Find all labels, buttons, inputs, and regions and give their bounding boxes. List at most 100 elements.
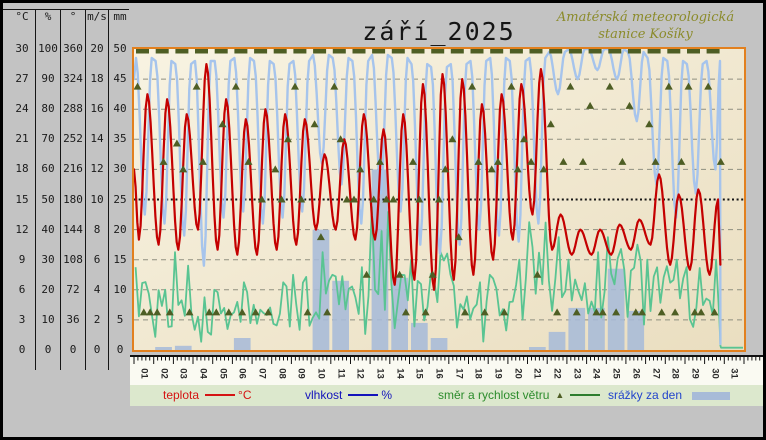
station-name-line1: Amatérská meteorologická [556, 10, 735, 25]
humidity-line [134, 49, 722, 346]
wind-direction-north-dash [155, 49, 169, 54]
wind-direction-triangle [376, 157, 384, 165]
x-day-label: 04 [197, 368, 209, 379]
wind-direction-triangle [598, 308, 607, 316]
axis-value-cell: 24 [15, 102, 29, 115]
legend-wind-label: směr a rychlost větru [438, 388, 550, 402]
axis-table-divider [108, 9, 109, 370]
axis-value-cell: 50 [41, 193, 55, 206]
x-day-label: 24 [590, 368, 602, 379]
wind-direction-north-dash [627, 49, 641, 54]
wind-direction-triangle [572, 308, 581, 316]
axis-value-cell: 8 [93, 223, 101, 236]
wind-direction-north-dash [254, 49, 268, 54]
wind-direction-triangle [297, 195, 306, 203]
wind-direction-triangle [664, 82, 673, 90]
wind-direction-triangle [342, 195, 351, 203]
wind-direction-north-dash [568, 49, 582, 54]
x-day-label: 16 [433, 368, 445, 379]
axis-header-cell: % [44, 10, 52, 23]
wind-direction-north-dash [273, 49, 287, 54]
x-day-label: 30 [709, 368, 720, 379]
wind-direction-triangle [697, 308, 706, 316]
wind-direction-triangle [539, 165, 548, 173]
wind-direction-north-dash [411, 49, 425, 54]
precip-bar [174, 345, 192, 350]
axis-value-cell: 16 [90, 102, 104, 115]
axis-value-cell: 252 [63, 132, 83, 145]
precip-bar [411, 322, 428, 350]
station-name: Amatérská meteorologická stanice Košíky [538, 10, 753, 44]
wind-direction-triangle [612, 308, 621, 316]
precip-bar [155, 347, 172, 350]
axis-value-cell: 10 [90, 193, 104, 206]
axis-value-cell: 6 [18, 283, 26, 296]
x-day-label: 22 [551, 368, 563, 379]
x-day-label: 01 [138, 368, 150, 379]
wind-direction-triangle [271, 165, 280, 173]
wind-direction-triangle [134, 82, 142, 90]
wind-direction-triangle [172, 139, 181, 147]
x-day-label: 29 [689, 368, 701, 379]
chart-legend: teplota °C vlhkost% směr a rychlost větru… [130, 385, 763, 406]
station-name-line2: stanice Košíky [598, 26, 693, 42]
axis-value-cell: 324 [63, 72, 83, 85]
wind-direction-triangle [244, 157, 253, 165]
wind-line-sample [570, 393, 601, 396]
wind-direction-triangle [716, 157, 725, 165]
wind-direction-north-dash [490, 49, 504, 54]
x-day-label: 15 [413, 368, 425, 379]
wind-direction-triangle [192, 82, 201, 90]
axis-value-cell: 70 [41, 132, 55, 145]
wind-direction-triangle [533, 270, 542, 278]
x-axis-ruler: 01 02 03 04 05 06 07 08 09 10 11 12 13 14 15 16 17 18 19 20… [130, 355, 763, 385]
wind-direction-triangle [185, 308, 194, 316]
axis-value-cell: 45 [113, 72, 127, 85]
x-day-label: 17 [453, 368, 465, 379]
wind-direction-triangle [638, 308, 647, 316]
axis-value-cell: 108 [63, 253, 83, 266]
wind-direction-triangle [454, 233, 463, 241]
axis-value-cell: 10 [41, 313, 55, 326]
precip-bar [548, 331, 566, 350]
wind-direction-triangle [257, 195, 266, 203]
wind-direction-triangle [277, 195, 286, 203]
wind-direction-north-dash [667, 49, 681, 54]
wind-direction-triangle [401, 308, 410, 316]
precip-bar [529, 347, 546, 350]
wind-direction-north-dash [470, 49, 484, 54]
precip-bar [391, 277, 408, 350]
wind-direction-triangle [224, 308, 233, 316]
wind-direction-north-dash [608, 49, 622, 54]
wind-direction-north-dash [588, 49, 602, 54]
wind-direction-triangle [350, 195, 358, 203]
axis-value-cell: 180 [63, 193, 83, 206]
wind-direction-triangle [283, 135, 292, 143]
legend-temperature-label: teplota [163, 388, 200, 402]
axis-value-cell: 0 [44, 343, 52, 356]
precip-bar [627, 310, 645, 350]
wind-direction-triangle [461, 308, 469, 316]
wind-direction-triangle [546, 120, 555, 128]
legend-precip-label: srážky za den [608, 388, 683, 402]
wind-direction-triangle [480, 308, 489, 316]
legend-temperature-unit: °C [238, 388, 252, 402]
wind-direction-triangle [592, 308, 601, 316]
axis-header-cell: °C [15, 10, 29, 23]
axis-value-cell: 4 [93, 283, 101, 296]
x-day-label: 21 [531, 368, 543, 379]
wind-direction-triangle [468, 82, 477, 90]
x-day-label: 13 [374, 368, 386, 379]
wind-direction-north-dash [529, 49, 543, 54]
wind-direction-triangle [231, 82, 240, 90]
axis-value-cell: 0 [69, 343, 77, 356]
precip-bar [568, 307, 586, 350]
wind-direction-triangle [487, 165, 496, 173]
x-day-label: 05 [217, 368, 228, 379]
axis-value-cell: 40 [113, 102, 127, 115]
wind-direction-north-dash [175, 49, 189, 54]
precip-bar [233, 338, 251, 350]
axis-table-topline [3, 9, 129, 10]
wind-direction-triangle [159, 157, 168, 165]
axis-value-cell: 20 [113, 223, 127, 236]
